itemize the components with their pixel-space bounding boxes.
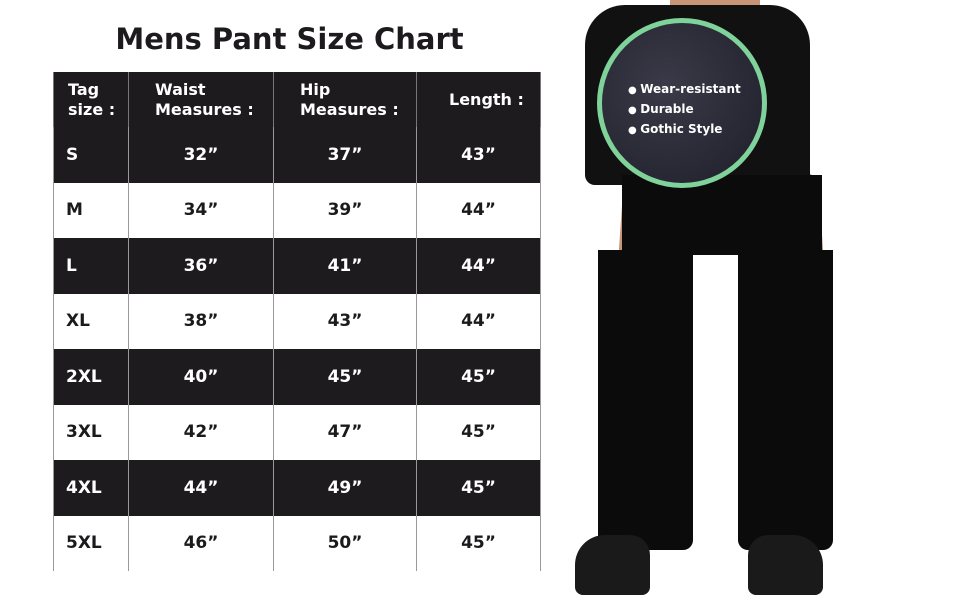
table-row: 4XL 44” 49” 45”	[53, 460, 541, 516]
features-badge: Wear-resistant Durable Gothic Style	[597, 18, 767, 188]
table-header-row: Tag size : Waist Measures : Hip Measures…	[53, 72, 541, 127]
header-length: Length :	[416, 72, 541, 127]
cell-waist: 36”	[128, 238, 274, 294]
cell-length: 44”	[416, 293, 541, 349]
feature-item: Gothic Style	[628, 120, 741, 140]
cell-waist: 34”	[128, 182, 274, 238]
cell-tag-size: XL	[53, 293, 129, 349]
cell-length: 44”	[416, 238, 541, 294]
cell-waist: 44”	[128, 460, 274, 516]
cell-hip: 39”	[273, 182, 417, 238]
cell-tag-size: S	[53, 127, 129, 183]
cell-length: 43”	[416, 127, 541, 183]
cell-length: 45”	[416, 404, 541, 460]
size-chart-table: Tag size : Waist Measures : Hip Measures…	[53, 72, 541, 571]
header-tag-size: Tag size :	[53, 72, 129, 127]
cell-length: 45”	[416, 515, 541, 571]
cell-tag-size: 4XL	[53, 460, 129, 516]
cell-tag-size: 5XL	[53, 515, 129, 571]
table-row: 5XL 46” 50” 45”	[53, 515, 541, 571]
cell-length: 45”	[416, 349, 541, 405]
cell-hip: 37”	[273, 127, 417, 183]
cell-hip: 43”	[273, 293, 417, 349]
cell-tag-size: 2XL	[53, 349, 129, 405]
cell-tag-size: M	[53, 182, 129, 238]
table-row: S 32” 37” 43”	[53, 127, 541, 183]
table-row: 3XL 42” 47” 45”	[53, 404, 541, 460]
page-title: Mens Pant Size Chart	[115, 22, 464, 56]
feature-item: Wear-resistant	[628, 80, 741, 100]
table-row: 2XL 40” 45” 45”	[53, 349, 541, 405]
cell-waist: 38”	[128, 293, 274, 349]
header-hip: Hip Measures :	[273, 72, 417, 127]
cell-waist: 32”	[128, 127, 274, 183]
cell-hip: 41”	[273, 238, 417, 294]
cell-length: 45”	[416, 460, 541, 516]
table-row: XL 38” 43” 44”	[53, 293, 541, 349]
feature-item: Durable	[628, 100, 741, 120]
cell-hip: 49”	[273, 460, 417, 516]
table-row: M 34” 39” 44”	[53, 182, 541, 238]
cell-hip: 50”	[273, 515, 417, 571]
header-waist: Waist Measures :	[128, 72, 274, 127]
table-row: L 36” 41” 44”	[53, 238, 541, 294]
cell-waist: 46”	[128, 515, 274, 571]
cell-tag-size: 3XL	[53, 404, 129, 460]
cell-hip: 47”	[273, 404, 417, 460]
cell-length: 44”	[416, 182, 541, 238]
cell-waist: 40”	[128, 349, 274, 405]
cell-tag-size: L	[53, 238, 129, 294]
cell-hip: 45”	[273, 349, 417, 405]
cell-waist: 42”	[128, 404, 274, 460]
